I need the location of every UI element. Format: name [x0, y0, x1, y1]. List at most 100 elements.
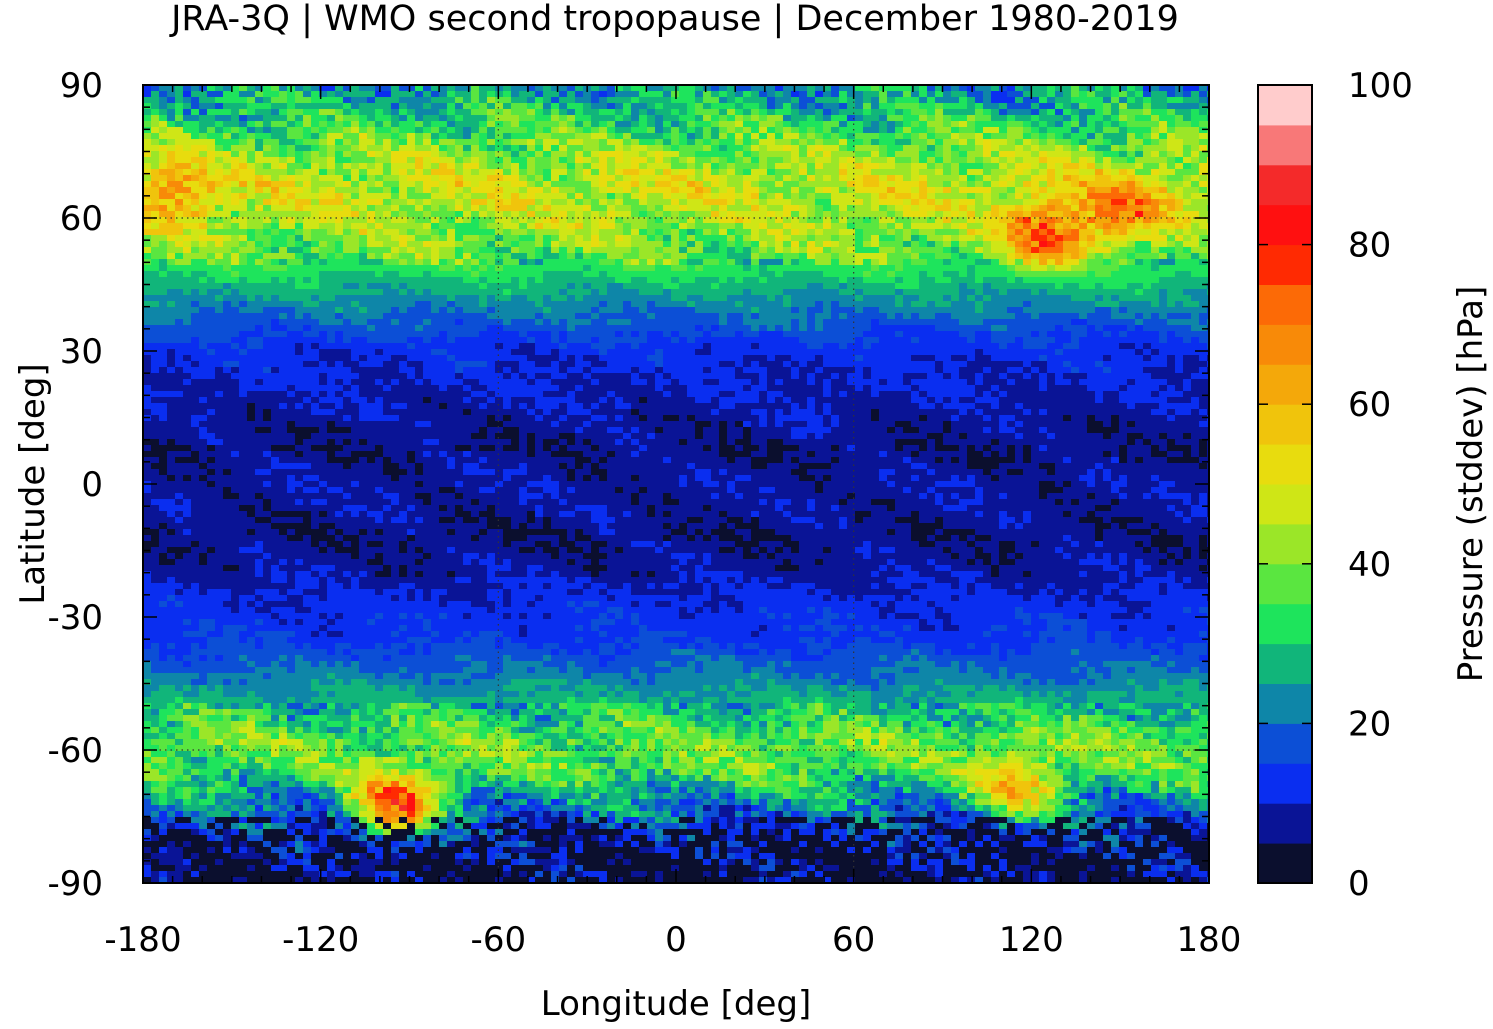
heatmap-cell — [311, 133, 320, 140]
heatmap-cell — [855, 157, 864, 164]
heatmap-cell — [159, 151, 168, 158]
heatmap-cell — [855, 259, 864, 266]
heatmap-cell — [399, 295, 408, 302]
heatmap-cell — [567, 163, 576, 170]
heatmap-cell — [263, 271, 272, 278]
heatmap-cell — [1167, 271, 1176, 278]
heatmap-cell — [183, 253, 192, 260]
heatmap-cell — [911, 295, 920, 302]
heatmap-cell — [255, 277, 264, 284]
heatmap-cell — [1063, 277, 1072, 284]
heatmap-cell — [1191, 145, 1200, 152]
heatmap-cell — [1151, 91, 1160, 98]
heatmap-cell — [535, 133, 544, 140]
heatmap-cell — [1095, 97, 1104, 104]
heatmap-cell — [167, 103, 176, 110]
heatmap-cell — [207, 241, 216, 248]
heatmap-cell — [1175, 247, 1184, 254]
heatmap-cell — [903, 301, 912, 308]
heatmap-cell — [527, 277, 536, 284]
heatmap-cell — [1039, 199, 1048, 206]
heatmap-cell — [711, 115, 720, 122]
heatmap-cell — [1087, 229, 1096, 236]
heatmap-cell — [479, 187, 488, 194]
heatmap-cell — [879, 271, 888, 278]
heatmap-cell — [1127, 259, 1136, 266]
heatmap-cell — [535, 151, 544, 158]
heatmap-cell — [607, 295, 616, 302]
heatmap-cell — [1143, 145, 1152, 152]
heatmap-cell — [551, 163, 560, 170]
heatmap-cell — [543, 181, 552, 188]
heatmap-cell — [423, 223, 432, 230]
heatmap-cell — [471, 259, 480, 266]
heatmap-cell — [1111, 151, 1120, 158]
heatmap-cell — [327, 97, 336, 104]
heatmap-cell — [703, 271, 712, 278]
heatmap-cell — [191, 307, 200, 314]
heatmap-cell — [423, 247, 432, 254]
heatmap-cell — [727, 163, 736, 170]
heatmap-cell — [839, 301, 848, 308]
heatmap-cell — [415, 211, 424, 218]
heatmap-cell — [151, 247, 160, 254]
heatmap-cell — [159, 163, 168, 170]
heatmap-cell — [223, 169, 232, 176]
heatmap-cell — [327, 211, 336, 218]
heatmap-cell — [1007, 271, 1016, 278]
heatmap-cell — [415, 109, 424, 116]
heatmap-cell — [471, 187, 480, 194]
heatmap-cell — [831, 145, 840, 152]
heatmap-cell — [935, 133, 944, 140]
heatmap-cell — [863, 139, 872, 146]
heatmap-cell — [951, 265, 960, 272]
heatmap-cell — [983, 91, 992, 98]
heatmap-cell — [383, 223, 392, 230]
heatmap-cell — [1023, 211, 1032, 218]
heatmap-cell — [1015, 259, 1024, 266]
heatmap-cell — [719, 91, 728, 98]
heatmap-cell — [487, 157, 496, 164]
heatmap-cell — [175, 223, 184, 230]
heatmap-cell — [535, 163, 544, 170]
heatmap-cell — [719, 187, 728, 194]
heatmap-cell — [415, 241, 424, 248]
heatmap-cell — [607, 217, 616, 224]
heatmap-cell — [447, 151, 456, 158]
heatmap-cell — [615, 199, 624, 206]
heatmap-cell — [911, 199, 920, 206]
heatmap-cell — [543, 295, 552, 302]
heatmap-cell — [1175, 157, 1184, 164]
heatmap-cell — [1199, 211, 1208, 218]
heatmap-cell — [1079, 187, 1088, 194]
heatmap-cell — [1127, 121, 1136, 128]
heatmap-cell — [695, 181, 704, 188]
heatmap-cell — [591, 109, 600, 116]
heatmap-cell — [1135, 205, 1144, 212]
heatmap-cell — [455, 151, 464, 158]
heatmap-cell — [215, 247, 224, 254]
heatmap-cell — [167, 271, 176, 278]
heatmap-cell — [439, 91, 448, 98]
heatmap-cell — [631, 127, 640, 134]
heatmap-cell — [519, 223, 528, 230]
heatmap-cell — [799, 235, 808, 242]
heatmap-cell — [575, 115, 584, 122]
heatmap-cell — [343, 91, 352, 98]
heatmap-cell — [543, 229, 552, 236]
heatmap-cell — [207, 211, 216, 218]
heatmap-cell — [799, 115, 808, 122]
heatmap-cell — [279, 91, 288, 98]
heatmap-cell — [1159, 97, 1168, 104]
heatmap-cell — [703, 301, 712, 308]
heatmap-cell — [655, 217, 664, 224]
heatmap-cell — [583, 283, 592, 290]
heatmap-cell — [351, 151, 360, 158]
heatmap-cell — [903, 199, 912, 206]
heatmap-cell — [919, 151, 928, 158]
heatmap-cell — [1055, 253, 1064, 260]
heatmap-cell — [559, 217, 568, 224]
heatmap-cell — [367, 229, 376, 236]
heatmap-cell — [1039, 205, 1048, 212]
heatmap-cell — [431, 169, 440, 176]
